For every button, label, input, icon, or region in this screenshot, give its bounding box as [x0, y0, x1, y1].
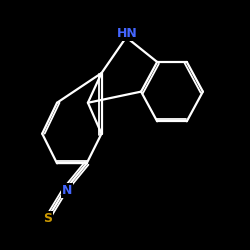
- Text: N: N: [62, 184, 72, 197]
- Text: HN: HN: [117, 27, 138, 40]
- Text: S: S: [43, 212, 52, 226]
